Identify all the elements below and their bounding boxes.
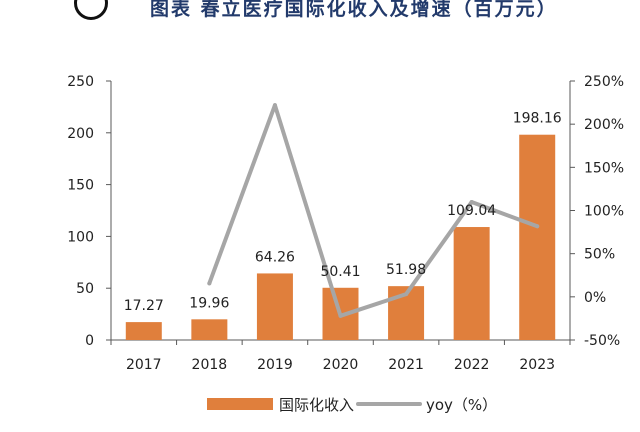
bar	[256, 273, 293, 340]
right-tick-label: 0%	[584, 290, 606, 306]
bar-data-label: 109.04	[447, 203, 496, 219]
bar	[453, 227, 490, 340]
left-tick-label: 50	[76, 281, 94, 297]
bar-data-label: 19.96	[189, 295, 229, 311]
right-tick-label: 100%	[584, 204, 624, 220]
x-tick-label: 2020	[323, 357, 359, 373]
x-tick-label: 2019	[257, 357, 293, 373]
left-tick-label: 200	[67, 126, 94, 142]
legend-bar-swatch	[207, 398, 273, 410]
x-tick-label: 2017	[126, 357, 162, 373]
yoy-point	[404, 292, 409, 297]
x-tick-label: 2021	[388, 357, 424, 373]
chart-title: 图表 春立医疗国际化收入及增速（百万元）	[150, 0, 558, 20]
yoy-line	[207, 103, 540, 318]
yoy-point	[338, 313, 343, 318]
x-tick-label: 2022	[454, 357, 490, 373]
right-tick-label: 150%	[584, 160, 624, 176]
bar	[519, 134, 556, 340]
right-tick-label: 250%	[584, 74, 624, 90]
bar	[191, 319, 228, 340]
bar-data-label: 64.26	[255, 249, 295, 265]
right-tick-label: -50%	[584, 333, 620, 349]
left-tick-label: 0	[85, 333, 94, 349]
x-tick-label: 2023	[519, 357, 555, 373]
bar-data-label: 50.41	[320, 264, 360, 280]
x-tick-label: 2018	[192, 357, 228, 373]
bar-data-label: 51.98	[386, 262, 426, 278]
yoy-point	[272, 103, 277, 108]
bar-data-label: 17.27	[124, 298, 164, 314]
right-tick-label: 200%	[584, 117, 624, 133]
yoy-point	[207, 281, 212, 286]
bar	[125, 322, 162, 340]
left-tick-label: 150	[67, 178, 94, 194]
left-tick-label: 250	[67, 74, 94, 90]
left-tick-label: 100	[67, 229, 94, 245]
yoy-point	[469, 200, 474, 205]
legend-bar-label: 国际化收入	[279, 396, 354, 414]
legend-line-label: yoy（%）	[426, 396, 497, 414]
right-tick-label: 50%	[584, 247, 615, 263]
yoy-point	[535, 224, 540, 229]
chart-header: 图表 春立医疗国际化收入及增速（百万元）	[0, 0, 640, 26]
bar-data-label: 198.16	[513, 111, 562, 127]
